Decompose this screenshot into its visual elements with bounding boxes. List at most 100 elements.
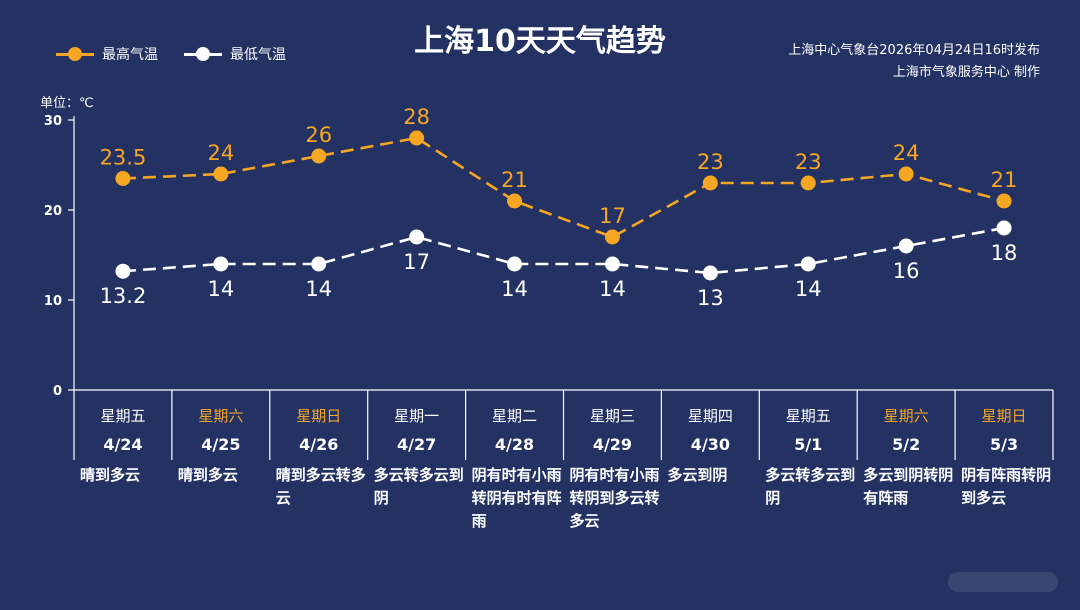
x-tick-label: 4/29	[593, 435, 632, 454]
low-temp-line	[122, 226, 1005, 275]
unit-label: 单位：℃	[40, 96, 94, 111]
source-line-maker: 上海市气象服务中心 制作	[892, 65, 1040, 80]
x-weekday-label: 星期四	[688, 407, 733, 425]
low-temp-point	[604, 256, 620, 272]
x-tick-label: 4/25	[201, 435, 240, 454]
weather-desc-text: 多云到阴转阴	[863, 466, 953, 484]
high-temp-data-label: 23	[795, 150, 822, 174]
high-temp-data-label: 24	[893, 141, 920, 165]
x-weekday-label: 星期六	[884, 407, 929, 425]
high-temp-point	[311, 148, 327, 164]
low-temp-point	[800, 256, 816, 272]
weather-desc-text: 雨	[472, 512, 487, 530]
low-temp-data-label: 14	[207, 277, 234, 301]
source-line-issuer: 上海中心气象台2026年04月24日16时发布	[788, 43, 1040, 58]
high-temp-data-label: 21	[501, 168, 528, 192]
x-tick-label: 5/1	[794, 435, 822, 454]
x-tick-label: 4/24	[103, 435, 142, 454]
high-temp-data-label: 21	[991, 168, 1018, 192]
low-temp-point	[115, 263, 131, 279]
low-temp-data-label: 14	[501, 277, 528, 301]
low-temp-point	[507, 256, 523, 272]
low-temp-point	[702, 265, 718, 281]
x-weekday-label: 星期五	[100, 407, 145, 425]
x-tick-label: 4/28	[495, 435, 534, 454]
x-weekday-label: 星期一	[394, 407, 439, 425]
weather-desc-text: 阴	[374, 489, 389, 507]
chart-title: 上海10天天气趋势	[414, 24, 666, 59]
x-weekday-label: 星期五	[786, 407, 831, 425]
high-temp-point	[996, 193, 1012, 209]
x-tick-label: 4/27	[397, 435, 436, 454]
high-temp-point	[115, 171, 131, 186]
low-temp-data-label: 14	[795, 277, 822, 301]
source-note: 上海中心气象台2026年04月24日16时发布 上海市气象服务中心 制作	[788, 40, 1040, 84]
legend: 最高气温 最低气温	[56, 44, 312, 64]
low-temp-data-label: 14	[305, 277, 332, 301]
high-temp-point	[213, 166, 229, 182]
low-temp-point	[311, 256, 327, 272]
x-weekday-label: 星期二	[492, 407, 537, 425]
weather-desc-text: 阴有阵雨转阴	[961, 466, 1051, 484]
weather-desc-text: 转阴有时有阵	[472, 489, 562, 507]
weather-desc-text: 阴有时有小雨	[570, 466, 660, 484]
y-tick-label: 30	[44, 114, 62, 129]
high-temp-line	[122, 136, 1005, 239]
low-temp-point	[996, 220, 1012, 236]
high-temp-point	[800, 175, 816, 191]
x-weekday-label: 星期日	[296, 407, 341, 425]
high-temp-point	[507, 193, 523, 209]
high-temp-point	[604, 229, 620, 245]
weather-desc-text: 多云到阴	[667, 466, 727, 484]
low-temp-data-label: 13	[697, 286, 724, 310]
legend-low-label: 最低气温	[230, 47, 286, 63]
weather-desc-text: 多云	[570, 512, 600, 530]
watermark	[948, 572, 1058, 592]
weather-desc-text: 晴到多云转多	[276, 466, 366, 484]
weather-desc-text: 云	[276, 489, 291, 507]
low-temp-data-label: 18	[991, 241, 1018, 265]
weather-desc-text: 阴	[765, 489, 780, 507]
legend-item-high: 最高气温	[56, 44, 158, 64]
low-temp-data-label: 16	[893, 259, 920, 283]
x-weekday-label: 星期三	[590, 407, 635, 425]
low-temp-data-label: 17	[403, 250, 430, 274]
high-temp-data-label: 28	[403, 105, 430, 129]
x-tick-label: 5/2	[892, 435, 920, 454]
weather-desc-text: 阴有时有小雨	[472, 466, 562, 484]
low-temp-point	[409, 229, 425, 245]
weather-desc-text: 有阵雨	[863, 489, 908, 507]
x-weekday-label: 星期日	[982, 407, 1027, 425]
weather-desc-text: 转阴到多云转	[570, 489, 660, 507]
low-temp-point	[898, 238, 914, 254]
x-tick-label: 4/26	[299, 435, 338, 454]
weather-desc-text: 多云转多云到	[765, 466, 855, 484]
legend-high-label: 最高气温	[102, 47, 158, 63]
weather-desc-text: 到多云	[961, 489, 1006, 507]
high-temp-data-label: 23.5	[100, 146, 147, 170]
high-temp-data-label: 26	[305, 123, 332, 147]
y-tick-label: 20	[44, 204, 62, 219]
high-temp-point	[409, 130, 425, 146]
x-tick-label: 4/30	[691, 435, 730, 454]
high-temp-data-label: 17	[599, 204, 626, 228]
x-tick-label: 5/3	[990, 435, 1018, 454]
legend-high-swatch	[56, 47, 94, 61]
low-temp-data-label: 14	[599, 277, 626, 301]
high-temp-data-label: 23	[697, 150, 724, 174]
low-temp-data-label: 13.2	[100, 284, 147, 308]
weather-desc-text: 晴到多云	[80, 466, 140, 484]
high-temp-point	[702, 175, 718, 191]
weather-desc-text: 晴到多云	[178, 466, 238, 484]
high-temp-point	[898, 166, 914, 182]
y-tick-label: 0	[53, 384, 62, 399]
high-temp-data-label: 24	[207, 141, 234, 165]
legend-low-swatch	[184, 47, 222, 61]
weather-desc-text: 多云转多云到	[374, 466, 464, 484]
legend-item-low: 最低气温	[184, 44, 286, 64]
low-temp-point	[213, 256, 229, 272]
x-weekday-label: 星期六	[198, 407, 243, 425]
y-tick-label: 10	[44, 294, 62, 309]
